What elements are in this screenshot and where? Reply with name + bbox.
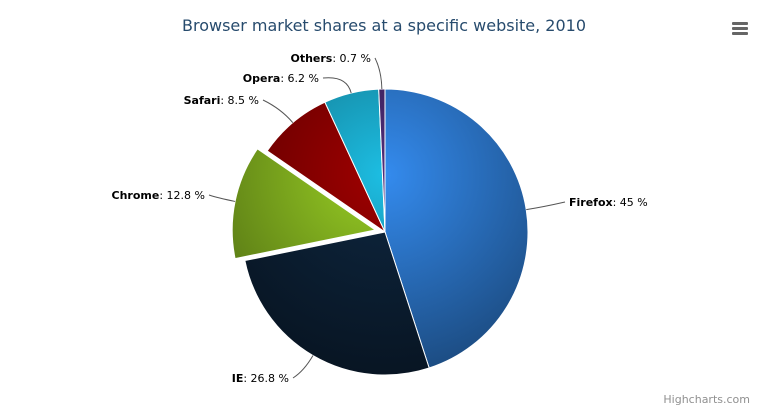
pie-slice-others[interactable] [378,88,386,233]
data-label-chrome: Chrome: 12.8 % [112,189,205,202]
connector-chrome [208,194,236,202]
menu-button[interactable] [728,18,752,40]
pie-slice-firefox[interactable] [384,88,529,369]
hamburger-menu-icon [732,22,748,35]
pie-slice-ie[interactable] [244,231,430,376]
credits-link[interactable]: Highcharts.com [663,393,750,406]
connector-others [374,57,383,90]
connector-opera [322,77,352,94]
connector-ie [292,355,314,379]
connector-safari [262,99,294,124]
data-label-firefox: Firefox: 45 % [569,196,648,209]
data-label-others: Others: 0.7 % [290,52,371,65]
chart-title: Browser market shares at a specific webs… [182,16,586,35]
connector-firefox [526,201,566,211]
data-label-ie: IE: 26.8 % [232,372,289,385]
data-label-safari: Safari: 8.5 % [184,94,259,107]
data-label-opera: Opera: 6.2 % [243,72,319,85]
